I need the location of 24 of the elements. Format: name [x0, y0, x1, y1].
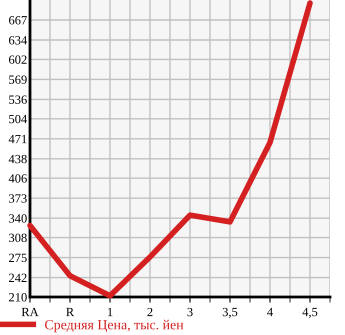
y-tick-label: 634 [9, 36, 28, 44]
y-tick-label: 406 [8, 174, 27, 183]
y-tick-label: 373 [9, 194, 27, 203]
y-tick-label: 602 [9, 55, 27, 64]
y-tick-label: 210 [9, 293, 27, 302]
x-tick-label: 1 [108, 308, 112, 316]
y-tick-label: 275 [9, 254, 27, 262]
y-tick-label: 438 [8, 154, 27, 164]
x-tick-label: R [66, 308, 74, 316]
y-tick-label: 308 [9, 234, 27, 242]
y-tick-label: 569 [9, 75, 27, 84]
x-tick-label: RA [22, 308, 39, 316]
y-tick-label: 536 [9, 95, 27, 104]
y-tick-label: 242 [9, 274, 27, 282]
y-tick-label: 667 [9, 16, 27, 24]
x-tick-label: 4 [267, 308, 273, 316]
x-tick-label: 3,5 [222, 308, 238, 318]
y-tick-label: 471 [8, 134, 26, 144]
legend-label: Средняя Цена, тыс. йен [45, 320, 184, 332]
x-tick-label: 4,5 [302, 308, 318, 318]
x-tick-label: 3 [187, 308, 193, 316]
y-tick-label: 340 [9, 214, 27, 223]
x-tick-label: 2 [147, 308, 152, 316]
y-tick-label: 504 [9, 114, 28, 124]
